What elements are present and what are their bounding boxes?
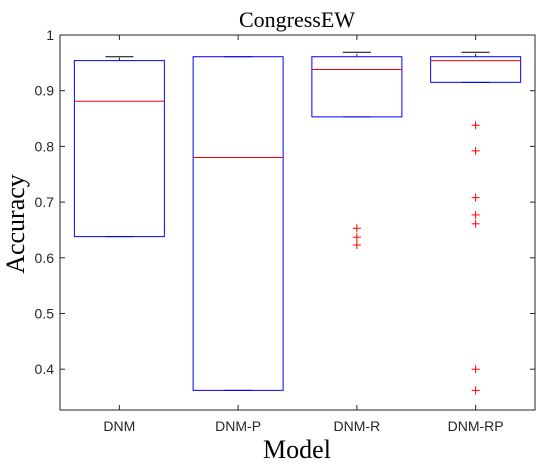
outlier-marker <box>352 224 361 233</box>
x-tick-label: DNM <box>103 418 135 434</box>
y-tick-label: 0.9 <box>35 83 55 99</box>
box-dnm-p <box>192 56 284 391</box>
y-tick-label: 0.7 <box>35 194 55 210</box>
box-iqr <box>311 56 403 118</box>
x-tick-label: DNM-RP <box>448 418 504 434</box>
outlier-marker <box>352 233 361 242</box>
outlier-marker <box>352 240 361 249</box>
y-tick-label: 1 <box>46 27 54 43</box>
x-tick-label: DNM-R <box>334 418 381 434</box>
y-tick-label: 0.8 <box>35 138 55 154</box>
box-dnm-rp <box>430 51 522 395</box>
box-iqr <box>430 56 522 83</box>
outlier-marker <box>471 146 480 155</box>
chart-title: CongressEW <box>239 7 355 32</box>
x-tick-label: DNM-P <box>215 418 261 434</box>
outlier-marker <box>471 210 480 219</box>
outlier-marker <box>471 193 480 202</box>
outlier-marker <box>471 386 480 395</box>
outlier-marker <box>471 365 480 374</box>
y-tick-label: 0.5 <box>35 306 55 322</box>
box-iqr <box>73 60 165 238</box>
y-axis-label: Accuracy <box>1 174 30 274</box>
box-dnm-r <box>311 51 403 249</box>
box-dnm <box>73 56 165 238</box>
box-series <box>73 51 522 395</box>
axis-ticks: 0.4 0.5 0.6 0.7 0.8 0.9 1 DNM DNM-P DNM-R DNM-RP <box>35 27 535 434</box>
x-axis-label: Model <box>263 435 331 464</box>
outlier-marker <box>471 121 480 130</box>
outlier-marker <box>471 219 480 228</box>
plot-frame <box>59 34 536 411</box>
y-tick-label: 0.6 <box>35 250 55 266</box>
box-iqr <box>192 56 284 391</box>
y-tick-label: 0.4 <box>35 361 55 377</box>
